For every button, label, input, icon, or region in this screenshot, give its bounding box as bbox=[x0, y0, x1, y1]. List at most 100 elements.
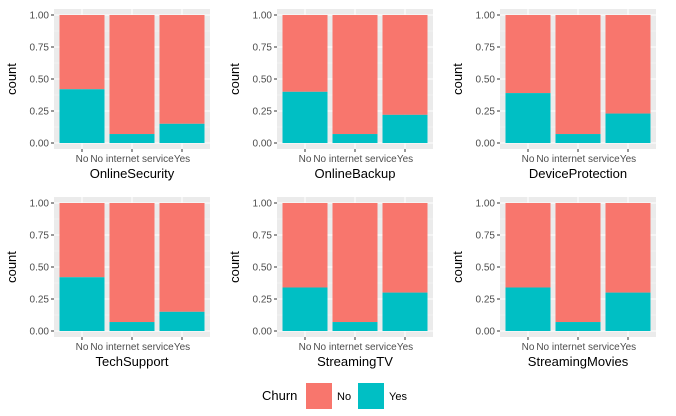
legend: Churn No Yes bbox=[262, 383, 407, 409]
bar-no-no-internet-service bbox=[109, 203, 155, 323]
bar-yes-no-internet-service bbox=[109, 322, 155, 331]
y-axis-title: count bbox=[227, 251, 242, 283]
panel-OnlineSecurity: 0.00 0.25 0.50 0.75 1.00 No No internet servic… bbox=[4, 9, 210, 181]
legend-swatch-no bbox=[306, 383, 332, 409]
x-tick-label: No internet service bbox=[536, 342, 620, 353]
bar-no-no-internet-service bbox=[332, 15, 378, 135]
x-tick-label: No bbox=[299, 342, 312, 353]
bar-yes-no-internet-service bbox=[332, 134, 378, 143]
x-tick-label: No internet service bbox=[536, 154, 620, 165]
y-tick-label: 0.25 bbox=[30, 107, 50, 118]
y-tick-label: 0.25 bbox=[476, 107, 496, 118]
y-tick-label: 0.75 bbox=[476, 231, 496, 242]
bar-yes-yes bbox=[382, 292, 428, 331]
y-axis-title: count bbox=[227, 63, 242, 95]
bar-no-no bbox=[59, 203, 105, 278]
bar-no-no bbox=[282, 203, 328, 288]
y-tick-label: 0.50 bbox=[476, 263, 496, 274]
y-tick-label: 0.50 bbox=[30, 263, 50, 274]
x-tick-label: No internet service bbox=[90, 342, 174, 353]
x-tick-label: No bbox=[522, 342, 535, 353]
x-tick-label: Yes bbox=[620, 342, 636, 353]
legend-title: Churn bbox=[262, 388, 297, 403]
legend-label-no: No bbox=[337, 391, 351, 403]
x-tick-label: Yes bbox=[174, 154, 190, 165]
x-axis-title: OnlineSecurity bbox=[90, 166, 175, 181]
y-axis-title: count bbox=[450, 63, 465, 95]
panel-OnlineBackup: 0.00 0.25 0.50 0.75 1.00 No No internet servic… bbox=[227, 9, 433, 181]
x-axis-title: OnlineBackup bbox=[315, 166, 396, 181]
y-axis-title: count bbox=[4, 251, 19, 283]
y-tick-label: 0.75 bbox=[476, 43, 496, 54]
y-tick-label: 0.00 bbox=[253, 327, 273, 338]
y-tick-label: 0.75 bbox=[253, 231, 273, 242]
x-tick-label: No bbox=[299, 154, 312, 165]
y-tick-label: 1.00 bbox=[476, 199, 496, 210]
y-tick-label: 0.50 bbox=[253, 75, 273, 86]
bar-no-yes bbox=[159, 15, 205, 124]
panel-StreamingTV: 0.00 0.25 0.50 0.75 1.00 No No internet servic… bbox=[227, 197, 433, 369]
y-axis-title: count bbox=[450, 251, 465, 283]
y-tick-label: 1.00 bbox=[253, 199, 273, 210]
bar-no-no-internet-service bbox=[109, 15, 155, 135]
bar-no-yes bbox=[382, 15, 428, 115]
x-tick-label: No bbox=[76, 342, 89, 353]
y-axis-title: count bbox=[4, 63, 19, 95]
y-tick-label: 0.75 bbox=[30, 43, 50, 54]
bar-yes-no bbox=[282, 91, 328, 143]
panel-DeviceProtection: 0.00 0.25 0.50 0.75 1.00 No No internet servic… bbox=[450, 9, 656, 181]
bar-yes-no bbox=[505, 287, 551, 331]
bar-yes-no-internet-service bbox=[555, 322, 601, 331]
bar-no-no-internet-service bbox=[332, 203, 378, 323]
y-tick-label: 0.50 bbox=[30, 75, 50, 86]
bar-yes-no-internet-service bbox=[109, 134, 155, 143]
bar-no-yes bbox=[605, 203, 651, 293]
x-tick-label: Yes bbox=[397, 154, 413, 165]
y-tick-label: 0.25 bbox=[30, 295, 50, 306]
y-tick-label: 0.00 bbox=[30, 139, 50, 150]
x-tick-label: No internet service bbox=[90, 154, 174, 165]
y-tick-label: 0.00 bbox=[30, 327, 50, 338]
bar-yes-yes bbox=[159, 311, 205, 331]
legend-swatch-yes bbox=[358, 383, 384, 409]
bar-yes-yes bbox=[605, 292, 651, 331]
x-axis-title: StreamingMovies bbox=[528, 354, 629, 369]
x-tick-label: No bbox=[76, 154, 89, 165]
x-tick-label: Yes bbox=[397, 342, 413, 353]
y-tick-label: 0.75 bbox=[30, 231, 50, 242]
bar-no-no bbox=[59, 15, 105, 90]
y-tick-label: 0.25 bbox=[253, 295, 273, 306]
y-tick-label: 0.00 bbox=[253, 139, 273, 150]
y-tick-label: 0.50 bbox=[476, 75, 496, 86]
x-tick-label: No internet service bbox=[313, 342, 397, 353]
y-tick-label: 0.50 bbox=[253, 263, 273, 274]
x-axis-title: StreamingTV bbox=[317, 354, 393, 369]
x-tick-label: No bbox=[522, 154, 535, 165]
bar-yes-no-internet-service bbox=[332, 322, 378, 331]
bar-yes-no-internet-service bbox=[555, 134, 601, 143]
bar-yes-no bbox=[282, 287, 328, 331]
x-tick-label: No internet service bbox=[313, 154, 397, 165]
y-tick-label: 0.75 bbox=[253, 43, 273, 54]
y-tick-label: 1.00 bbox=[30, 11, 50, 22]
x-tick-label: Yes bbox=[620, 154, 636, 165]
y-tick-label: 0.00 bbox=[476, 327, 496, 338]
legend-label-yes: Yes bbox=[389, 391, 407, 403]
panel-StreamingMovies: 0.00 0.25 0.50 0.75 1.00 No No internet servic… bbox=[450, 197, 656, 369]
bar-yes-yes bbox=[159, 123, 205, 143]
bar-no-no bbox=[505, 15, 551, 94]
bar-yes-no bbox=[59, 89, 105, 143]
bar-yes-no bbox=[505, 93, 551, 143]
y-tick-label: 1.00 bbox=[476, 11, 496, 22]
x-tick-label: Yes bbox=[174, 342, 190, 353]
bar-yes-no bbox=[59, 277, 105, 331]
bar-no-no bbox=[282, 15, 328, 92]
x-axis-title: TechSupport bbox=[96, 354, 169, 369]
bar-yes-yes bbox=[382, 114, 428, 143]
y-tick-label: 0.25 bbox=[476, 295, 496, 306]
bar-no-no-internet-service bbox=[555, 203, 601, 323]
bar-no-no bbox=[505, 203, 551, 288]
panel-TechSupport: 0.00 0.25 0.50 0.75 1.00 No No internet servic… bbox=[4, 197, 210, 369]
